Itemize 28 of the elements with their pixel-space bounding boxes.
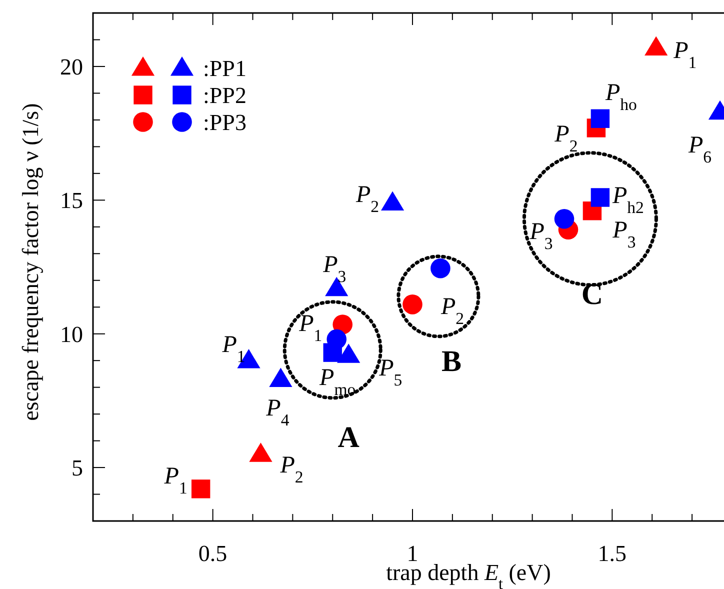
y-tick-label: 5	[72, 456, 83, 481]
legend-label: :PP1	[203, 56, 246, 82]
annotation: P$_{4}$	[265, 396, 290, 430]
legend-label: :PP2	[203, 83, 246, 108]
y-tick-label: 20	[60, 54, 83, 80]
annotation: P$_{2}$	[554, 121, 578, 155]
annotation: P$_{2}$	[440, 294, 464, 328]
x-tick-label: 1.5	[598, 541, 627, 566]
annotation: P$_{2}$	[354, 182, 380, 216]
annotation: P$_{1}$	[298, 310, 322, 344]
annotation: P$_{6}$	[687, 132, 712, 166]
annotation: P$_{ho}$	[604, 80, 637, 114]
annotation: P$_{3}$	[322, 252, 346, 286]
annotation: P$_{1}$	[672, 38, 697, 72]
annotation: P$_{5}$	[378, 356, 402, 390]
annotation: P$_{3}$	[612, 217, 636, 251]
annotation: P$_{h2}$	[611, 182, 644, 216]
annotation: A	[338, 421, 360, 454]
annotation: P$_{3}$	[528, 218, 553, 252]
x-tick-label: 0.5	[198, 541, 228, 566]
legend-label: :PP3	[203, 110, 246, 136]
annotation: P$_{1}$	[163, 463, 188, 497]
y-tick-label: 10	[60, 322, 83, 347]
annotation: B	[441, 344, 462, 378]
annotation: P$_{2}$	[279, 452, 304, 486]
annotation: P$_{1}$	[221, 332, 246, 366]
y-axis-title: escape frequency factor log ν (1/s)	[18, 103, 43, 421]
y-tick-label: 15	[60, 188, 83, 214]
